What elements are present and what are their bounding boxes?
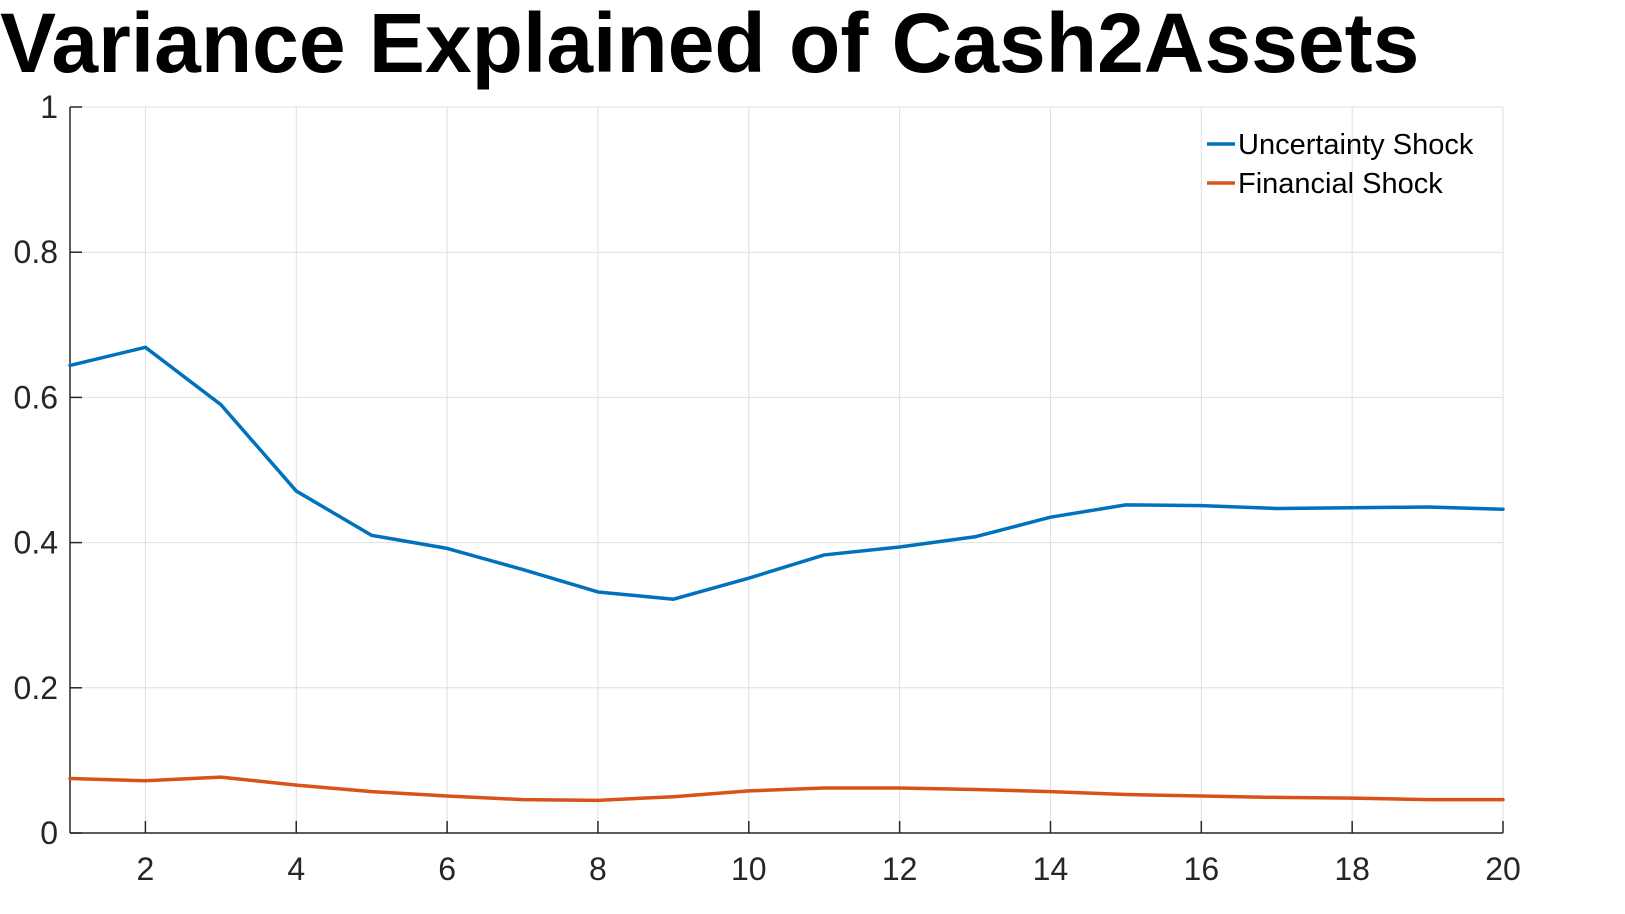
series-lines	[68, 345, 1505, 803]
x-tick-label: 6	[438, 851, 456, 887]
x-tick-label: 4	[287, 851, 305, 887]
x-tick-label: 18	[1334, 851, 1370, 887]
series-line	[68, 345, 1505, 601]
y-tick-label: 0.4	[14, 525, 58, 561]
axes	[69, 107, 1503, 834]
x-tick-label: 14	[1033, 851, 1069, 887]
legend-label: Uncertainty Shock	[1238, 129, 1474, 161]
y-tick-label: 0.8	[14, 234, 58, 270]
x-tick-label: 12	[882, 851, 918, 887]
x-tick-label: 20	[1485, 851, 1521, 887]
legend-label: Financial Shock	[1238, 168, 1443, 200]
x-tick-label: 10	[731, 851, 767, 887]
y-tick-label: 0	[40, 815, 58, 851]
tick-marks	[70, 106, 1504, 834]
grid-lines	[70, 106, 1504, 834]
series-line	[68, 775, 1505, 803]
chart-title: Variance Explained of Cash2Assets	[0, 0, 1420, 90]
x-tick-label: 2	[137, 851, 155, 887]
x-tick-label: 8	[589, 851, 607, 887]
y-tick-label: 0.2	[14, 670, 58, 706]
x-tick-label: 16	[1184, 851, 1220, 887]
y-tick-label: 1	[40, 89, 58, 125]
legend: Uncertainty Shock Financial Shock	[1207, 129, 1474, 200]
tick-labels: 2 4 6 8 10 12 14 16 18 20 0 0.2 0.4 0.6 0.8 1	[14, 89, 1521, 887]
y-tick-label: 0.6	[14, 379, 58, 415]
